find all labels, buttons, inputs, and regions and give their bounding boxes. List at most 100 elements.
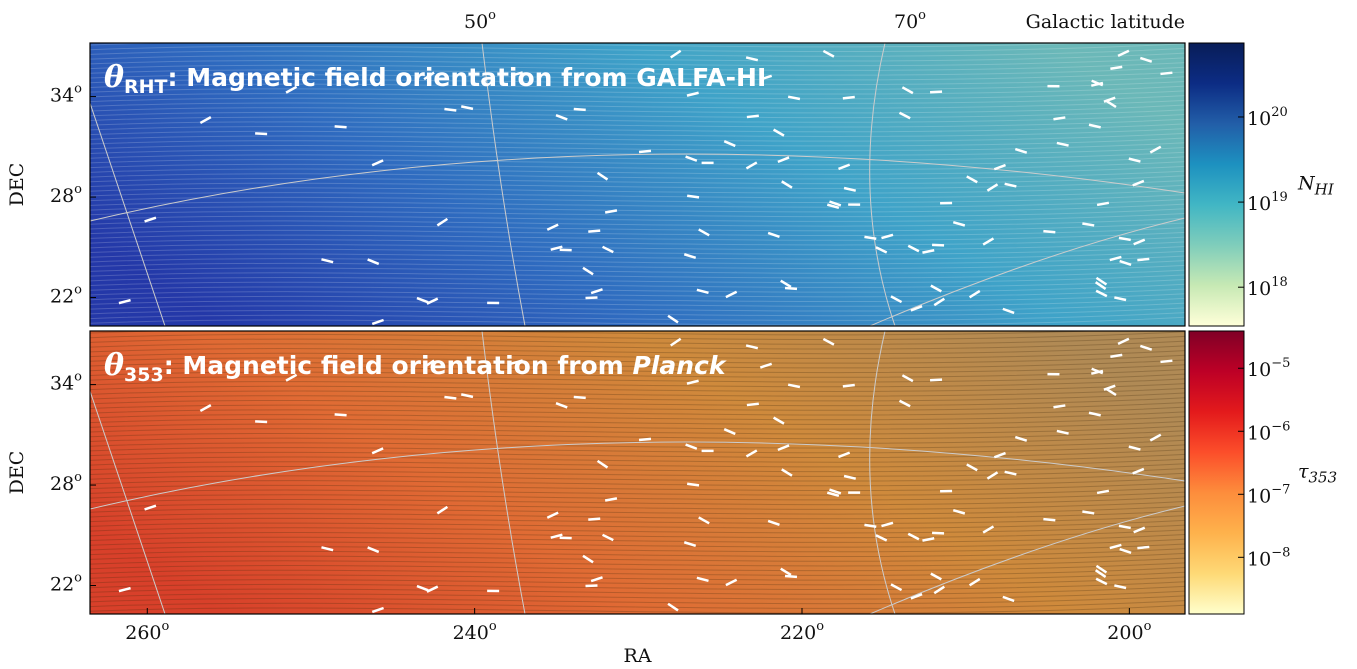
polarization-dash bbox=[843, 385, 855, 386]
text-part: o bbox=[489, 619, 497, 634]
text-part: 34 bbox=[50, 373, 74, 395]
text-part: 10 bbox=[1247, 485, 1271, 507]
polarization-dash bbox=[585, 585, 597, 586]
text-part: o bbox=[816, 619, 824, 634]
y-tick-label: 34o bbox=[50, 369, 82, 395]
text-part: θ bbox=[104, 60, 124, 95]
text-part: −5 bbox=[1271, 356, 1290, 371]
polarization-dash bbox=[1160, 73, 1172, 74]
text-part: −6 bbox=[1271, 419, 1290, 434]
text-part: 260 bbox=[125, 622, 161, 644]
polarization-dash bbox=[930, 92, 942, 93]
polarization-dash bbox=[785, 288, 797, 289]
colorbar bbox=[1189, 43, 1244, 326]
polarization-dash bbox=[335, 126, 347, 127]
text-part: 34 bbox=[50, 85, 74, 107]
y-tick-label: 28o bbox=[50, 470, 82, 496]
text-part: o bbox=[488, 8, 496, 23]
text-part: θ bbox=[104, 348, 124, 383]
polarization-dash bbox=[588, 231, 600, 232]
polarization-dash bbox=[255, 133, 267, 134]
text-part: 10 bbox=[1247, 278, 1271, 300]
text-part: 28 bbox=[50, 473, 74, 495]
polarization-dash bbox=[1053, 117, 1065, 119]
y-tick-label: 28o bbox=[50, 182, 82, 208]
polarization-dash bbox=[843, 97, 855, 98]
polarization-dash bbox=[1053, 405, 1065, 407]
x-tick-label: 200o bbox=[1107, 619, 1151, 645]
polarization-dash bbox=[932, 533, 944, 534]
text-part: −7 bbox=[1271, 482, 1290, 497]
figure: θRHT: Magnetic field orientation from GA… bbox=[0, 0, 1357, 669]
polarization-dash bbox=[747, 116, 759, 117]
text-part: HI bbox=[1314, 181, 1335, 199]
text-part: 18 bbox=[1271, 275, 1288, 290]
text-part: −8 bbox=[1271, 545, 1290, 560]
polarization-dash bbox=[932, 245, 944, 246]
polarization-dash bbox=[747, 404, 759, 405]
polarization-dash bbox=[335, 414, 347, 415]
text-part: o bbox=[918, 8, 926, 23]
polarization-dash bbox=[574, 109, 586, 110]
polarization-dash bbox=[930, 380, 942, 381]
text-part: 22 bbox=[50, 286, 74, 308]
text-part: 10 bbox=[1247, 108, 1271, 130]
text-part: o bbox=[74, 470, 82, 485]
text-part: 70 bbox=[894, 11, 918, 33]
y-tick-label: 34o bbox=[50, 81, 82, 107]
colorbar-tick-label: 10−8 bbox=[1247, 545, 1290, 571]
colorbar-label: NHI bbox=[1297, 173, 1335, 199]
panel-title: θ353: Magnetic field orientation from Pl… bbox=[104, 348, 727, 386]
colorbar-tick-label: 1018 bbox=[1247, 275, 1288, 301]
colorbar bbox=[1189, 331, 1244, 614]
polarization-dash bbox=[687, 196, 699, 198]
colorbar-tick-label: 1019 bbox=[1247, 190, 1288, 216]
x2-tick-label: 70o bbox=[894, 8, 926, 34]
text-part: 19 bbox=[1271, 190, 1288, 205]
polarization-dash bbox=[255, 421, 267, 422]
polarization-dash bbox=[1043, 231, 1055, 232]
y-tick-label: 22o bbox=[50, 282, 82, 308]
x-tick-label: 240o bbox=[453, 619, 497, 645]
polarization-dash bbox=[1137, 547, 1149, 548]
polarization-dash bbox=[639, 439, 651, 440]
x-axis-label: RA bbox=[623, 645, 651, 667]
polarization-dash bbox=[1160, 361, 1172, 362]
text-part: N bbox=[1297, 173, 1316, 195]
text-part: : Magnetic field orientation from GALFA-… bbox=[168, 63, 767, 92]
text-part: 10 bbox=[1247, 193, 1271, 215]
text-part: Planck bbox=[632, 351, 726, 380]
polarization-dash bbox=[1137, 259, 1149, 260]
text-part: RHT bbox=[124, 76, 168, 98]
y-axis-label: DEC bbox=[6, 163, 28, 207]
text-part: o bbox=[74, 81, 82, 96]
text-part: 10 bbox=[1247, 422, 1271, 444]
text-part: 50 bbox=[464, 11, 488, 33]
polarization-dash bbox=[588, 519, 600, 520]
x-tick-label: 260o bbox=[125, 619, 169, 645]
text-part: 240 bbox=[453, 622, 489, 644]
polarization-dash bbox=[444, 109, 456, 110]
polarization-dash bbox=[785, 576, 797, 577]
text-part: τ bbox=[1298, 461, 1309, 483]
y-tick-label: 22o bbox=[50, 570, 82, 596]
text-part: 220 bbox=[780, 622, 816, 644]
polarization-dash bbox=[1043, 519, 1055, 520]
polarization-dash bbox=[639, 151, 651, 152]
text-part: o bbox=[74, 282, 82, 297]
polarization-dash bbox=[687, 484, 699, 486]
x-tick-label: 220o bbox=[780, 619, 824, 645]
y-axis-label: DEC bbox=[6, 451, 28, 495]
panel-title: θRHT: Magnetic field orientation from GA… bbox=[104, 60, 766, 98]
polarization-dash bbox=[444, 397, 456, 398]
text-part: o bbox=[1144, 619, 1152, 634]
colorbar-tick-label: 10−6 bbox=[1247, 419, 1290, 445]
text-part: 22 bbox=[50, 574, 74, 596]
text-part: o bbox=[74, 570, 82, 585]
text-part: 10 bbox=[1247, 359, 1271, 381]
colorbar-tick-label: 1020 bbox=[1247, 104, 1288, 130]
colorbar-label: τ353 bbox=[1298, 461, 1337, 487]
colorbar-tick-label: 10−5 bbox=[1247, 356, 1290, 382]
text-part: : Magnetic field orientation from bbox=[164, 351, 633, 380]
text-part: 28 bbox=[50, 185, 74, 207]
